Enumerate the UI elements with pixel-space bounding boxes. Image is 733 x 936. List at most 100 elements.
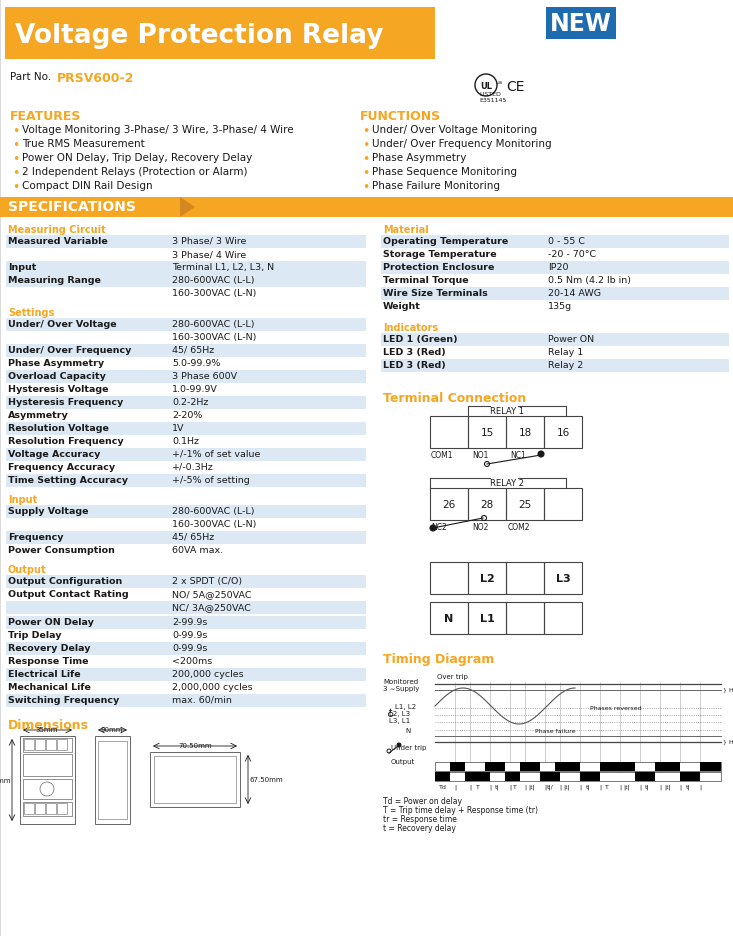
Text: 16: 16	[556, 428, 570, 437]
Text: Time Setting Accuracy: Time Setting Accuracy	[8, 475, 128, 485]
Circle shape	[538, 451, 544, 458]
Text: Indicators: Indicators	[383, 323, 438, 332]
Bar	[6, 262, 366, 274]
Text: 160-300VAC (L-N): 160-300VAC (L-N)	[172, 519, 257, 529]
Bar	[6, 695, 366, 708]
Bar	[6, 668, 366, 681]
Text: max. 60/min: max. 60/min	[172, 695, 232, 704]
Text: L3: L3	[556, 574, 570, 583]
Bar	[381, 333, 729, 346]
Text: 2 Independent Relays (Protection or Alarm): 2 Independent Relays (Protection or Alar…	[22, 167, 248, 177]
Bar	[381, 262, 729, 274]
Text: us: us	[495, 80, 502, 85]
Text: +/-1% of set value: +/-1% of set value	[172, 449, 260, 459]
Text: Switching Frequency: Switching Frequency	[8, 695, 119, 704]
Bar	[544, 603, 582, 635]
Text: Output: Output	[8, 564, 47, 575]
Text: N: N	[444, 613, 454, 623]
Circle shape	[397, 743, 401, 747]
Text: 280-600VAC (L-L): 280-600VAC (L-L)	[172, 276, 254, 285]
Text: 280-600VAC (L-L): 280-600VAC (L-L)	[172, 506, 254, 516]
Text: Storage Temperature: Storage Temperature	[383, 250, 497, 258]
Text: } Hysteresis: } Hysteresis	[723, 739, 733, 744]
Text: 90mm: 90mm	[0, 777, 11, 783]
Text: Terminal Connection: Terminal Connection	[383, 391, 526, 404]
Text: t|: t|	[495, 784, 499, 790]
Bar	[46, 803, 56, 814]
Bar	[6, 532, 366, 545]
Text: 135g: 135g	[548, 301, 572, 311]
Text: |: |	[524, 784, 526, 790]
Bar	[35, 739, 45, 750]
Bar	[468, 489, 506, 520]
Text: Over trip: Over trip	[437, 673, 468, 680]
Bar	[635, 772, 655, 782]
Text: t|: t|	[645, 784, 649, 790]
Text: LED 3 (Red): LED 3 (Red)	[383, 360, 446, 370]
Text: COM2: COM2	[508, 522, 531, 532]
Text: ♁: ♁	[386, 709, 393, 718]
Bar	[23, 754, 72, 776]
Text: COM1: COM1	[431, 450, 454, 460]
Text: Output: Output	[391, 758, 416, 764]
Text: 90mm: 90mm	[100, 726, 123, 732]
Text: 0-99.9s: 0-99.9s	[172, 630, 207, 639]
Bar	[6, 371, 366, 384]
Text: +/-0.3Hz: +/-0.3Hz	[172, 462, 214, 472]
Bar	[485, 762, 505, 771]
Text: Measured Variable: Measured Variable	[8, 237, 108, 246]
Text: NO2: NO2	[472, 522, 488, 532]
Text: 26: 26	[443, 500, 456, 509]
Text: CE: CE	[506, 80, 525, 94]
Text: Response Time: Response Time	[8, 656, 89, 665]
Bar	[6, 422, 366, 435]
Text: } Hysteresis: } Hysteresis	[723, 687, 733, 693]
Text: LISTED: LISTED	[479, 92, 501, 97]
Text: LED 1 (Green): LED 1 (Green)	[383, 335, 457, 344]
Text: 3 Phase/ 4 Wire: 3 Phase/ 4 Wire	[172, 250, 246, 258]
Text: Recovery Delay: Recovery Delay	[8, 643, 90, 652]
Text: Voltage Protection Relay: Voltage Protection Relay	[15, 23, 383, 49]
Bar	[680, 772, 700, 782]
Text: 18: 18	[518, 428, 531, 437]
Text: 3 Phase/ 3 Wire: 3 Phase/ 3 Wire	[172, 237, 246, 246]
Bar	[5, 8, 435, 60]
Text: Output Contact Rating: Output Contact Rating	[8, 590, 128, 598]
Text: Mechanical Life: Mechanical Life	[8, 682, 91, 692]
Text: Under/ Over Voltage: Under/ Over Voltage	[8, 320, 117, 329]
Text: 28: 28	[480, 500, 493, 509]
Text: 1V: 1V	[172, 424, 185, 432]
Text: LED 3 (Red): LED 3 (Red)	[383, 347, 446, 357]
Bar	[544, 489, 582, 520]
Bar	[381, 287, 729, 300]
Text: •: •	[362, 181, 369, 194]
Text: Input: Input	[8, 263, 37, 271]
Bar	[540, 772, 560, 782]
Text: Under/ Over Frequency Monitoring: Under/ Over Frequency Monitoring	[372, 139, 552, 149]
Text: L2, L3: L2, L3	[389, 710, 410, 716]
Text: Terminal Torque: Terminal Torque	[383, 276, 468, 285]
Text: •: •	[362, 124, 369, 138]
Text: |t|: |t|	[665, 784, 671, 790]
Bar	[95, 737, 130, 824]
Bar	[57, 803, 67, 814]
Text: NO/ 5A@250VAC: NO/ 5A@250VAC	[172, 590, 251, 598]
Text: Input: Input	[8, 494, 37, 505]
Text: Output Configuration: Output Configuration	[8, 577, 122, 585]
Text: NO1: NO1	[472, 450, 488, 460]
Text: Trip Delay: Trip Delay	[8, 630, 62, 639]
Bar	[6, 505, 366, 519]
Bar	[57, 739, 67, 750]
Text: Supply Voltage: Supply Voltage	[8, 506, 89, 516]
Bar	[6, 616, 366, 629]
Bar	[6, 344, 366, 358]
Text: Resolution Frequency: Resolution Frequency	[8, 436, 124, 446]
Text: Compact DIN Rail Design: Compact DIN Rail Design	[22, 181, 152, 191]
Text: 2 x SPDT (C/O): 2 x SPDT (C/O)	[172, 577, 242, 585]
Bar	[544, 417, 582, 448]
Bar	[465, 772, 490, 782]
Text: |t|: |t|	[564, 784, 570, 790]
Text: 2-99.9s: 2-99.9s	[172, 618, 207, 626]
Bar	[381, 359, 729, 373]
Text: E351145: E351145	[479, 98, 507, 103]
